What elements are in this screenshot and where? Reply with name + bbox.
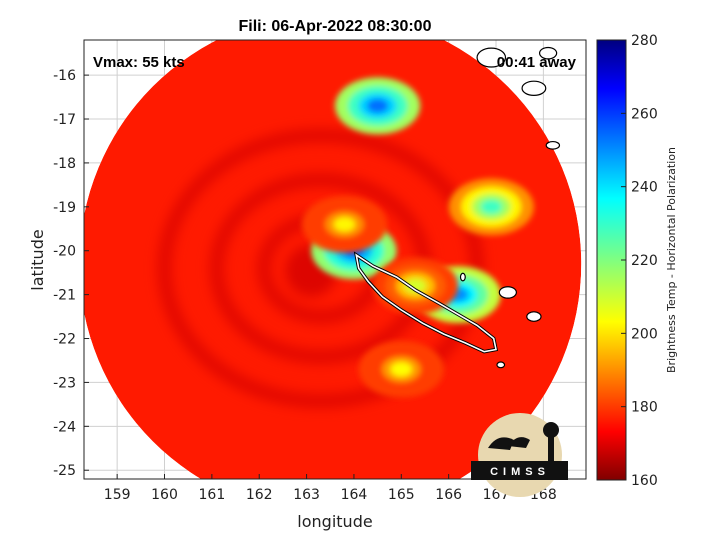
y-tick-label: -24: [53, 419, 76, 435]
time-away-annotation: 00:41 away: [497, 54, 577, 71]
cold-feature: [301, 195, 388, 253]
cold-feature-contour: [404, 278, 427, 293]
colorbar-tick-label: 260: [631, 106, 658, 122]
x-axis-label: longitude: [297, 512, 372, 531]
x-axis-ticks: 159 160 161 162 163 164 165 166 167 168: [104, 474, 557, 503]
swath-layer: [84, 40, 582, 479]
colorbar-tick-label: 220: [631, 253, 658, 269]
cimss-logo: CIMSS: [471, 413, 568, 497]
island-coast: [526, 311, 542, 322]
island-coast: [521, 80, 547, 96]
y-axis-ticks: -16 -17 -18 -19 -20 -21 -22 -23 -24 -25: [53, 68, 89, 479]
colorbar-tick-label: 180: [631, 400, 658, 416]
colorbar-label: Brightness Temp - Horizontal Polarizatio…: [665, 147, 678, 373]
cold-feature-contour: [480, 199, 502, 214]
island-coast: [498, 286, 517, 299]
cold-feature: [335, 77, 421, 135]
island-coast: [545, 140, 561, 150]
colorbar-tick-label: 160: [631, 473, 658, 489]
coastlines: [353, 46, 561, 369]
island-coast: [496, 361, 506, 369]
island-coast: [538, 46, 558, 60]
y-tick-label: -18: [53, 156, 76, 172]
vmax-annotation: Vmax: 55 kts: [93, 54, 185, 71]
cold-feature-contour: [366, 98, 389, 113]
x-tick-label: 162: [246, 487, 273, 503]
dark-rainband: [157, 128, 485, 409]
new-caledonia-coast: [355, 253, 497, 353]
logo-text: CIMSS: [490, 466, 550, 478]
y-tick-label: -19: [53, 200, 76, 216]
x-tick-label: 166: [435, 487, 462, 503]
y-tick-label: -23: [53, 375, 76, 391]
island-coast: [476, 47, 507, 68]
cold-feature-contour: [390, 362, 412, 377]
y-tick-label: -21: [53, 288, 76, 304]
x-tick-label: 163: [293, 487, 320, 503]
cold-feature: [448, 178, 534, 236]
colorbar-ticks: 160 180 200 220 240 260 280: [621, 33, 658, 489]
colorbar-tick-label: 200: [631, 326, 658, 342]
y-tick-label: -16: [53, 68, 76, 84]
y-tick-label: -17: [53, 112, 76, 128]
cold-cloud-features: [301, 77, 534, 398]
y-tick-label: -20: [53, 244, 76, 260]
y-tick-label: -22: [53, 332, 76, 348]
colorbar-tick-label: 280: [631, 33, 658, 49]
x-tick-label: 160: [151, 487, 178, 503]
x-tick-label: 165: [388, 487, 415, 503]
x-tick-label: 164: [341, 487, 368, 503]
cold-feature: [358, 340, 444, 398]
x-tick-label: 159: [104, 487, 131, 503]
x-tick-label: 161: [199, 487, 226, 503]
plot-frame: [83, 39, 587, 480]
y-tick-label: -25: [53, 463, 76, 479]
cold-feature: [372, 257, 459, 315]
island-coast: [459, 272, 466, 282]
colorbar-tick-label: 240: [631, 180, 658, 196]
cold-feature-contour: [333, 217, 356, 232]
chart-title: Fili: 06-Apr-2022 08:30:00: [239, 18, 432, 35]
y-axis-label: latitude: [28, 229, 47, 290]
